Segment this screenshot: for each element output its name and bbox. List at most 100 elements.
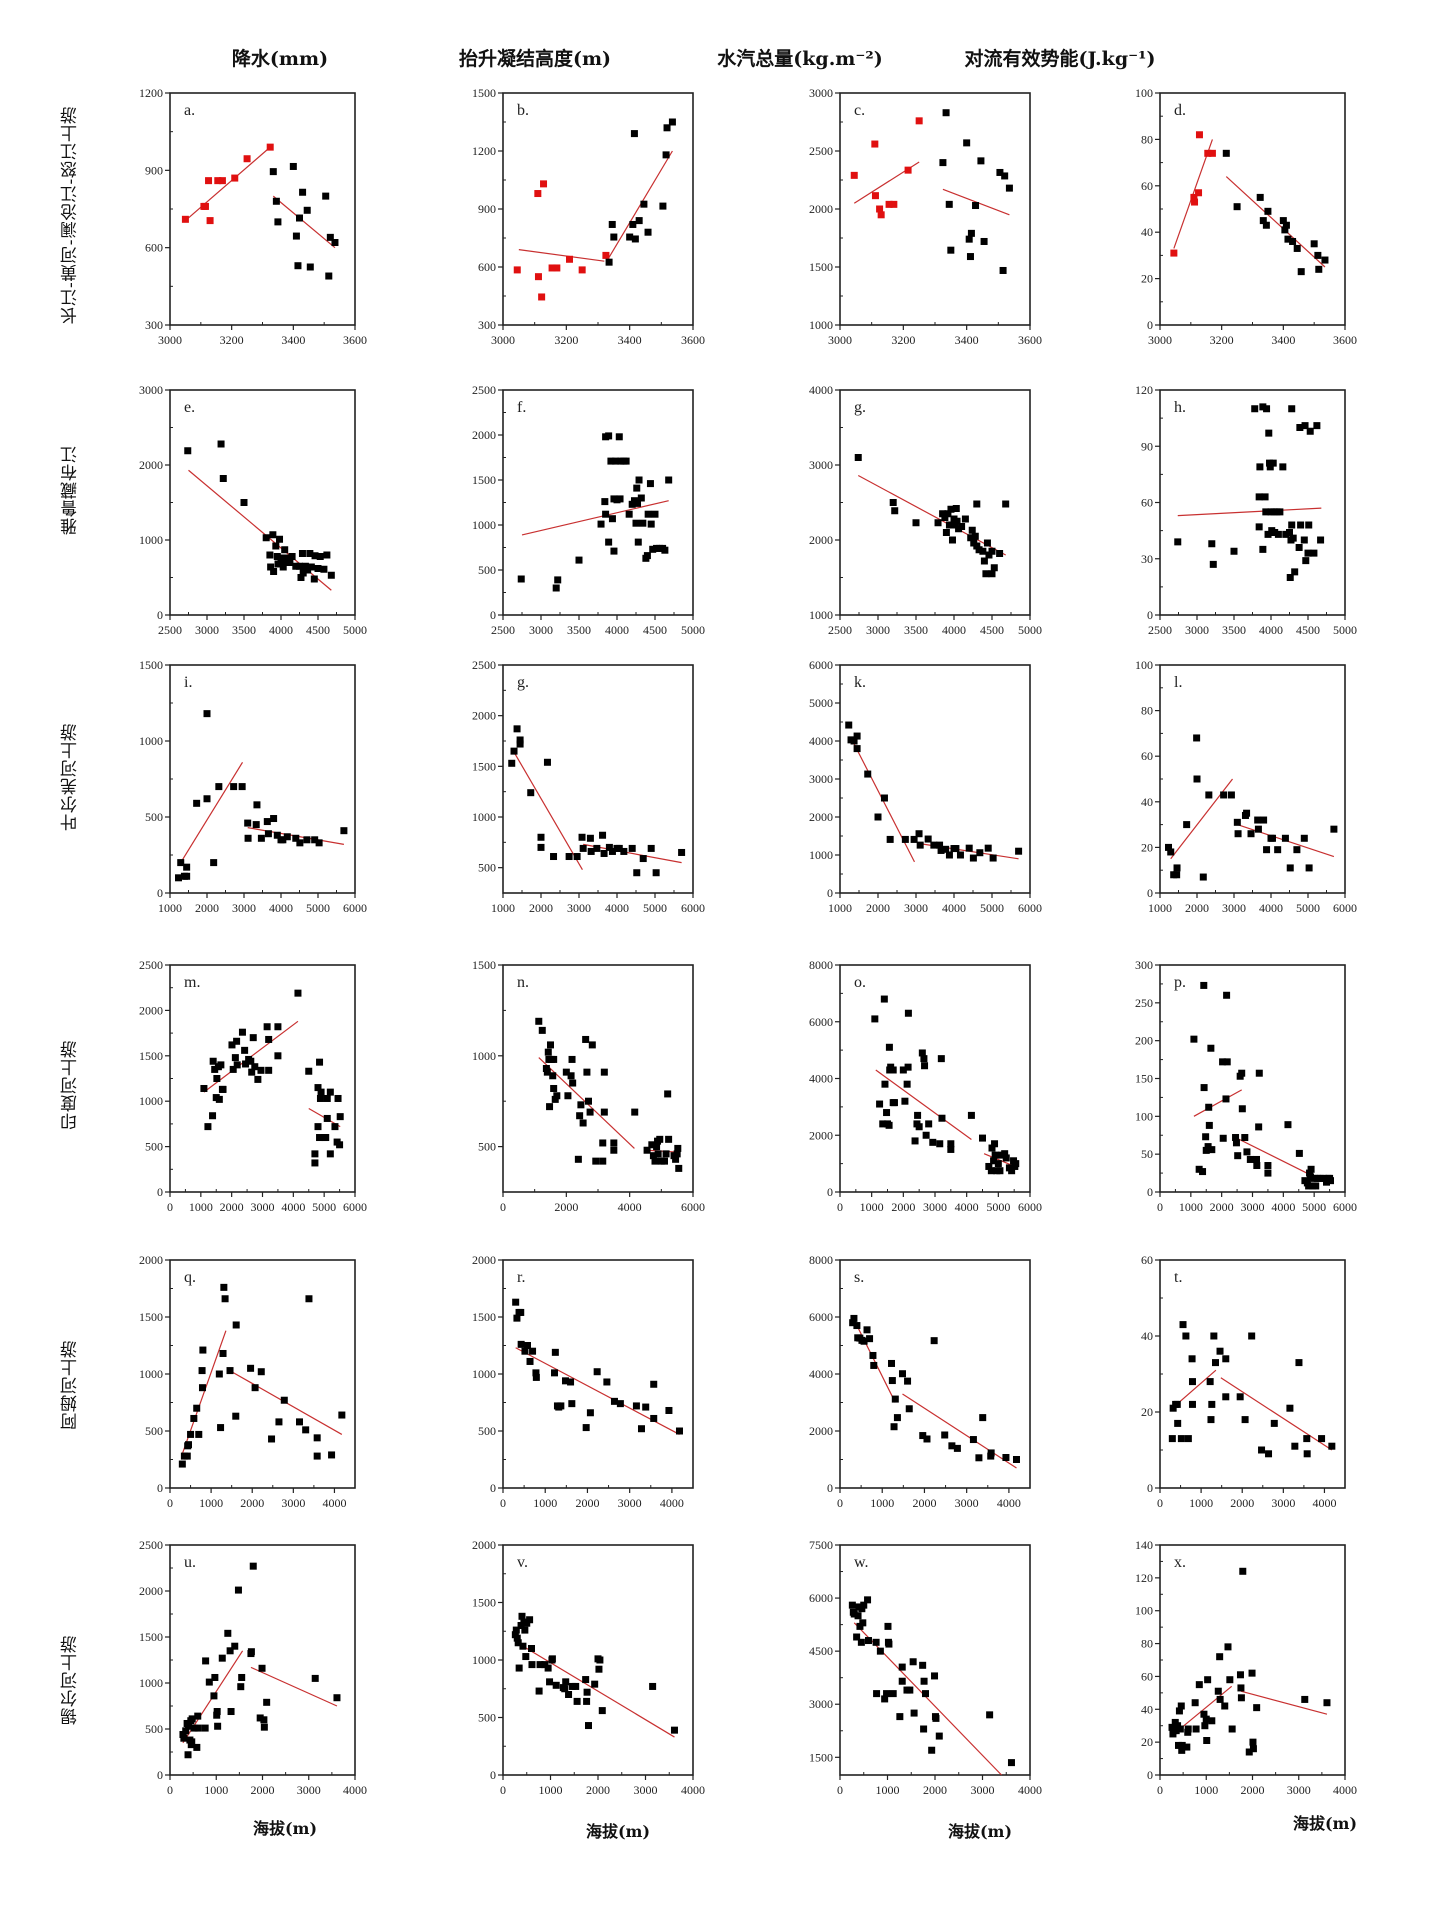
data-point-black (265, 1066, 273, 1074)
y-tick-label: 20 (1141, 840, 1153, 854)
y-tick-label: 1200 (139, 86, 163, 100)
y-tick-label: 120 (1135, 383, 1153, 397)
x-tick-label: 6000 (1018, 1200, 1042, 1214)
data-point-black (1209, 560, 1217, 568)
data-point-black (956, 851, 964, 859)
data-point-black (311, 1150, 319, 1158)
data-point-black (864, 770, 872, 778)
data-point-black (656, 1135, 664, 1143)
x-tick-label: 1000 (533, 1496, 557, 1510)
data-point-black (1193, 734, 1201, 742)
data-point-black (653, 1143, 661, 1151)
y-tick-label: 300 (1135, 958, 1153, 972)
x-tick-label: 4000 (1271, 1200, 1295, 1214)
data-point-red (243, 155, 251, 163)
data-point-black (1202, 1146, 1210, 1154)
data-point-black (647, 520, 655, 528)
data-point-black (672, 1155, 680, 1163)
data-point-black (982, 570, 990, 578)
data-point-black (1293, 244, 1301, 252)
data-point-black (551, 1095, 559, 1103)
plot-frame (1159, 964, 1346, 1193)
data-point-black (535, 1687, 543, 1695)
y-tick-label: 1000 (472, 1367, 496, 1381)
data-point-black (311, 1159, 319, 1167)
data-point-black (944, 510, 952, 518)
data-point-black (190, 1724, 198, 1732)
data-point-black (891, 507, 899, 515)
data-point-black (1212, 1359, 1219, 1367)
x-tick-label: 3000 (251, 1200, 275, 1214)
data-point-black (901, 1097, 909, 1105)
y-tick-label: 500 (478, 1711, 496, 1725)
data-point-black (316, 1134, 324, 1142)
x-tick-label: 0 (837, 1200, 843, 1214)
data-point-black (965, 235, 973, 243)
data-point-black (327, 571, 335, 579)
data-point-black (1205, 1121, 1213, 1129)
data-point-black (182, 1727, 190, 1735)
y-tick-label: 0 (157, 608, 163, 622)
data-point-black (1259, 403, 1267, 411)
data-point-black (1178, 1746, 1186, 1754)
plot-frame (1159, 92, 1346, 326)
data-point-black (947, 505, 955, 513)
data-point-black (1195, 1681, 1203, 1689)
x-tick-label: 0 (500, 1200, 506, 1214)
data-point-black (593, 844, 601, 852)
panel-label: g. (854, 399, 866, 416)
data-point-black (513, 1314, 521, 1322)
data-point-black (1256, 193, 1264, 201)
panel-label: a. (184, 102, 195, 119)
data-point-black (254, 1075, 262, 1083)
scatter-panel-14: 0 2000 4000 6000 500 1000 1500 n. (472, 958, 705, 1214)
data-point-red (566, 255, 573, 263)
x-tick-label: 3500 (1222, 623, 1246, 637)
data-point-black (1262, 508, 1270, 516)
panel-label: i. (184, 674, 192, 691)
x-tick-label: 3400 (955, 333, 979, 347)
data-point-black (1265, 429, 1273, 437)
data-point-black (340, 827, 348, 835)
data-point-black (573, 1697, 581, 1705)
x-tick-label: 3000 (281, 1496, 305, 1510)
row-label-6: 锡尔河上游 (61, 1635, 81, 1725)
data-point-black (202, 1657, 210, 1665)
data-point-black (1222, 1393, 1230, 1401)
data-point-black (253, 801, 261, 809)
data-point-black (1222, 1095, 1230, 1103)
y-tick-label: 0 (827, 1185, 833, 1199)
data-point-black (1165, 843, 1173, 851)
data-point-black (1317, 536, 1325, 544)
regression-line (1225, 176, 1326, 268)
data-point-black (334, 1094, 342, 1102)
data-point-black (1200, 981, 1208, 989)
data-point-black (328, 1451, 336, 1459)
x-tick-label: 1000 (870, 1496, 894, 1510)
data-point-black (273, 831, 281, 839)
data-point-black (605, 432, 613, 440)
data-point-black (1281, 834, 1289, 842)
data-point-black (605, 258, 613, 266)
x-tick-label: 4000 (1018, 1783, 1042, 1797)
data-point-black (881, 1695, 889, 1703)
data-point-black (1262, 221, 1270, 229)
data-point-black (1253, 1162, 1261, 1170)
x-tick-label: 3400 (281, 333, 305, 347)
y-tick-label: 20 (1141, 1405, 1153, 1419)
data-point-black (859, 1619, 867, 1627)
regression-line (180, 761, 244, 863)
panel-label: w. (854, 1554, 869, 1571)
y-tick-label: 80 (1141, 704, 1153, 718)
regression-line (902, 1393, 1017, 1469)
data-point-black (860, 1601, 868, 1609)
data-point-black (941, 514, 949, 521)
data-point-black (1173, 871, 1181, 879)
data-point-black (326, 233, 334, 241)
x-tick-label: 3000 (158, 333, 182, 347)
data-point-red (548, 264, 556, 272)
panel-label: m. (184, 974, 200, 991)
data-point-black (586, 1108, 594, 1116)
plot-frame (1159, 1544, 1346, 1776)
data-point-black (596, 1656, 604, 1664)
